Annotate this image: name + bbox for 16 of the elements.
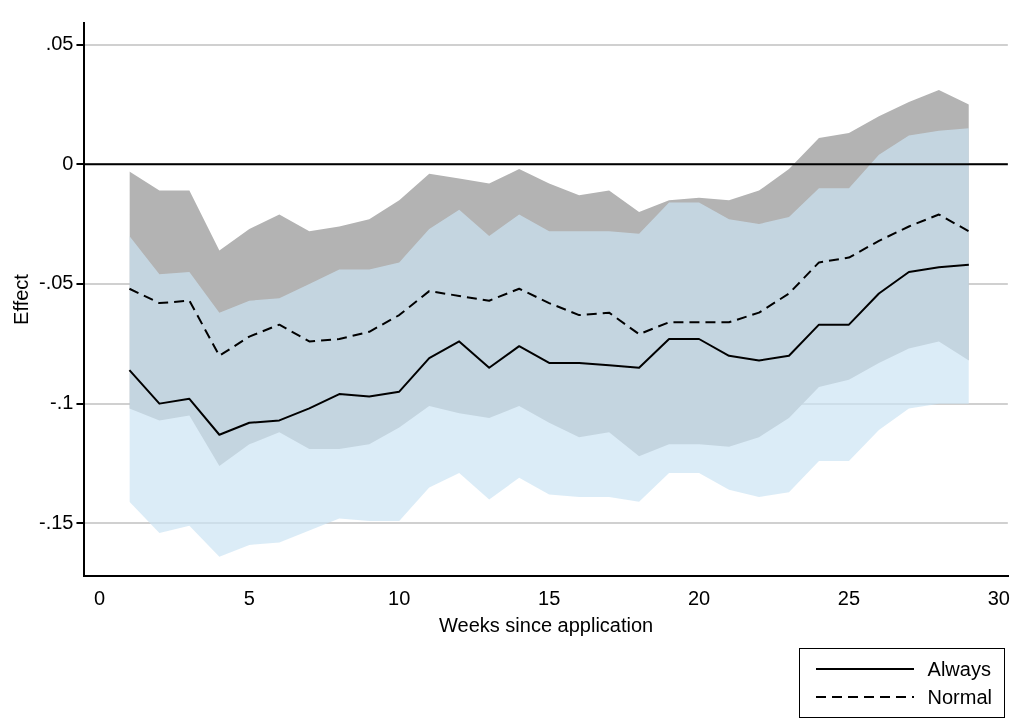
x-tick-label: 25 (837, 586, 861, 609)
x-tick-label: 5 (243, 586, 255, 609)
y-tick-label: -.15 (38, 510, 74, 533)
x-tick-label: 20 (687, 586, 711, 609)
legend-label: Always (927, 657, 991, 682)
y-tick-label: -.05 (38, 271, 74, 294)
x-tick-label: 15 (538, 586, 561, 609)
x-tick-label: 10 (388, 586, 411, 609)
legend-label: Normal (927, 685, 992, 710)
x-tick-label: 30 (987, 586, 1010, 609)
y-axis-title: Effect (9, 273, 32, 325)
x-axis-title: Weeks since application (439, 613, 654, 636)
x-tick-label: 0 (93, 586, 106, 609)
y-tick-label: -.1 (50, 391, 74, 414)
y-tick-label: .05 (45, 32, 74, 55)
y-tick-label: 0 (62, 151, 74, 174)
